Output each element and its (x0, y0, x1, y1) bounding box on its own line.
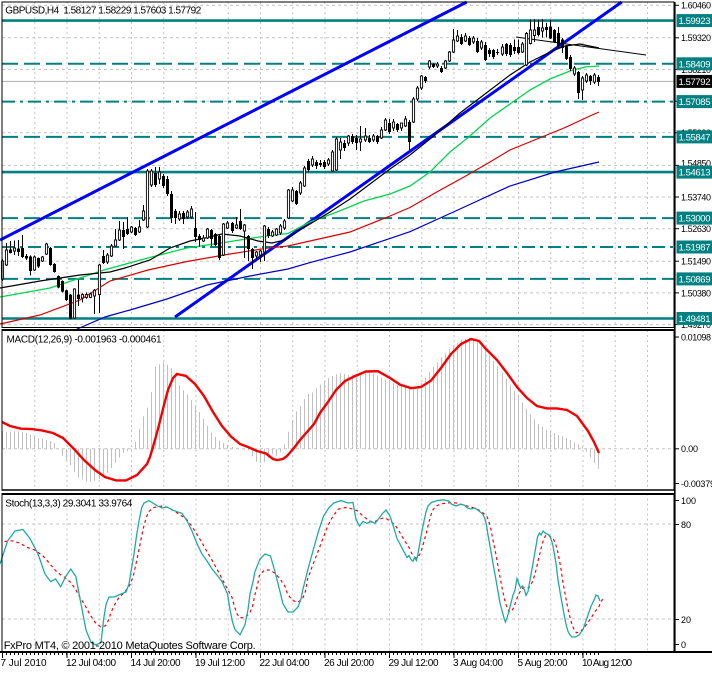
svg-text:0.01098: 0.01098 (681, 332, 711, 342)
svg-text:1.57792: 1.57792 (679, 77, 711, 88)
svg-text:MACD(12,26,9) -0.001963 -0.000: MACD(12,26,9) -0.001963 -0.000461 (7, 334, 162, 345)
svg-text:-0.00379: -0.00379 (681, 479, 712, 489)
svg-text:29 Jul 12:00: 29 Jul 12:00 (389, 658, 439, 669)
svg-text:100: 100 (681, 496, 696, 506)
svg-text:GBPUSD,H4 1.58127 1.58229 1.5: GBPUSD,H4 1.58127 1.58229 1.57603 1.5779… (5, 6, 201, 17)
svg-text:1.53740: 1.53740 (681, 192, 711, 202)
svg-text:14 Jul 20:00: 14 Jul 20:00 (131, 658, 181, 669)
svg-text:1.52630: 1.52630 (681, 224, 711, 234)
svg-text:1.58409: 1.58409 (679, 59, 711, 70)
svg-text:19 Jul 12:00: 19 Jul 12:00 (195, 658, 245, 669)
svg-text:1.53000: 1.53000 (679, 214, 711, 225)
svg-text:1.54613: 1.54613 (679, 168, 711, 179)
svg-text:1.57085: 1.57085 (679, 97, 711, 108)
svg-text:1.50380: 1.50380 (681, 288, 711, 298)
svg-text:1.51987: 1.51987 (679, 243, 711, 254)
svg-text:5 Aug 20:00: 5 Aug 20:00 (518, 658, 568, 669)
svg-text:1.50869: 1.50869 (679, 275, 711, 286)
svg-text:0: 0 (681, 640, 686, 650)
svg-text:1.55847: 1.55847 (679, 133, 711, 144)
svg-text:22 Jul 04:00: 22 Jul 04:00 (260, 658, 310, 669)
svg-text:FxPro MT4, © 2001-2010 MetaQuo: FxPro MT4, © 2001-2010 MetaQuotes Softwa… (4, 640, 256, 652)
svg-text:1.59320: 1.59320 (681, 33, 711, 43)
svg-text:0.00: 0.00 (681, 444, 698, 454)
svg-text:3 Aug 04:00: 3 Aug 04:00 (453, 658, 503, 669)
svg-text:7 Jul 2010: 7 Jul 2010 (1, 658, 47, 669)
svg-text:10 Aug 12:00: 10 Aug 12:00 (582, 658, 632, 669)
svg-text:80: 80 (681, 520, 691, 530)
svg-text:26 Jul 20:00: 26 Jul 20:00 (324, 658, 374, 669)
svg-text:1.60460: 1.60460 (681, 1, 711, 11)
svg-text:20: 20 (681, 615, 691, 625)
svg-text:12 Jul 04:00: 12 Jul 04:00 (66, 658, 116, 669)
svg-text:1.51490: 1.51490 (681, 257, 711, 267)
svg-text:1.49481: 1.49481 (679, 314, 711, 325)
svg-text:1.59923: 1.59923 (679, 16, 711, 27)
svg-text:Stoch(13,3,3) 29.3041 33.9764: Stoch(13,3,3) 29.3041 33.9764 (5, 498, 132, 509)
